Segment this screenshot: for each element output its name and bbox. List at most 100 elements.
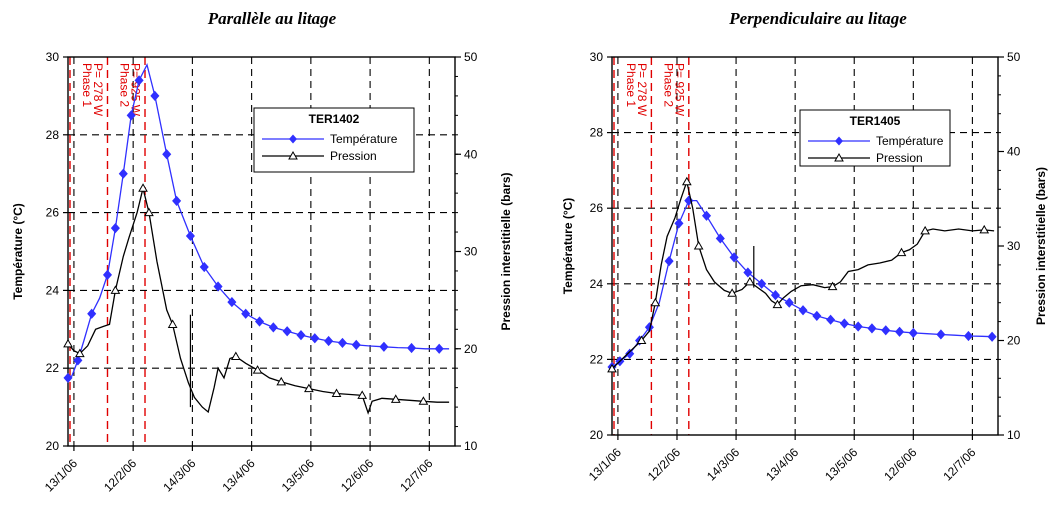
legend-entry-label: Pression [330,149,377,163]
data-point [63,372,73,384]
data-point [276,376,287,386]
y-tick-label: 20 [46,439,60,453]
data-point [839,318,849,329]
x-tick-label: 13/4/06 [763,445,801,483]
data-point [144,207,154,217]
data-point [693,240,704,250]
y2-tick-label: 40 [1007,145,1021,159]
x-tick-label: 12/7/06 [940,445,978,483]
data-point [894,326,905,337]
data-point [744,276,755,286]
data-point [979,224,990,234]
phase-label: Phase 2 [661,63,675,107]
x-tick-label: 12/2/06 [101,456,139,494]
x-tick-label: 13/1/06 [586,445,624,483]
data-point [963,330,973,342]
data-point [920,225,930,235]
phase-power-label: P= 925 W [128,63,142,117]
data-point [936,329,946,340]
legend-title: TER1402 [309,112,360,126]
chart-title: Perpendiculaire au litage [728,9,907,28]
data-point [118,168,128,179]
data-point [331,388,342,397]
x-tick-label: 12/2/06 [645,445,683,483]
data-point [636,335,647,344]
data-point [213,281,223,292]
y-axis-label: Température (°C) [561,198,575,295]
data-point [681,176,692,186]
data-point [908,327,918,339]
data-point [324,335,334,347]
data-point [254,316,265,327]
data-point [304,383,314,393]
y2-tick-label: 20 [1007,334,1021,348]
y-tick-label: 22 [46,361,60,375]
data-point [337,337,347,349]
legend-diamond-icon [835,136,843,146]
legend-entry-label: Température [876,134,944,148]
data-point [268,322,278,333]
data-point [282,326,292,337]
data-point [310,333,320,344]
data-point [650,297,661,307]
data-point [896,247,907,257]
chart-parallele: Parallèle au litage Phase 1P= 278 W Phase … [11,9,513,494]
data-point [110,285,121,294]
y2-tick-label: 20 [464,342,478,356]
data-point [826,314,836,325]
data-point [296,330,306,341]
chart-perpendiculaire: Perpendiculaire au litage Phase 1P= 278 W… [561,9,1048,483]
x-tick-label: 14/3/06 [704,445,742,483]
data-point [757,278,767,289]
series-line [67,188,450,415]
x-tick-label: 13/5/06 [279,456,317,494]
phase-label: Phase 1 [80,63,94,107]
legend-title: TER1405 [850,114,901,128]
data-point [185,230,195,242]
data-point [812,310,822,322]
y-tick-label: 28 [46,128,60,142]
data-point [727,288,737,297]
legend-triangle-icon [834,152,844,162]
legend-box [799,109,951,167]
data-point [138,183,148,192]
y2-tick-label: 50 [464,50,478,64]
data-point [357,390,368,399]
x-tick-label: 14/3/06 [160,456,198,494]
data-point [110,223,120,234]
y2-tick-label: 30 [464,245,478,259]
data-point [784,297,794,308]
data-point [241,308,251,319]
phase-power-label: P= 278 W [635,63,649,117]
data-point [853,321,863,332]
data-point [87,308,97,319]
phase-power-label: P= 278 W [91,63,105,117]
y-tick-label: 26 [46,206,60,220]
data-point [715,233,725,244]
y-tick-label: 22 [590,352,604,366]
data-point [881,325,891,336]
data-point [73,355,83,366]
y-tick-label: 24 [590,277,604,291]
y-tick-label: 28 [590,126,604,140]
data-point [150,90,160,102]
x-tick-label: 12/6/06 [881,445,919,483]
data-point [867,323,877,334]
y2-tick-label: 50 [1007,50,1021,64]
data-point [407,342,417,354]
series-temperature [63,62,450,384]
x-tick-label: 13/1/06 [42,456,80,494]
data-point [134,75,144,86]
data-point [772,299,783,309]
data-point [701,210,712,221]
y2-tick-label: 40 [464,147,478,161]
data-point [227,296,237,308]
x-tick-label: 13/5/06 [822,445,860,483]
data-point [434,343,444,354]
phase-label: Phase 2 [117,63,131,107]
phase-power-label: P= 925 W [672,63,686,117]
data-point [126,110,136,121]
data-point [607,363,617,373]
data-point [162,149,172,160]
